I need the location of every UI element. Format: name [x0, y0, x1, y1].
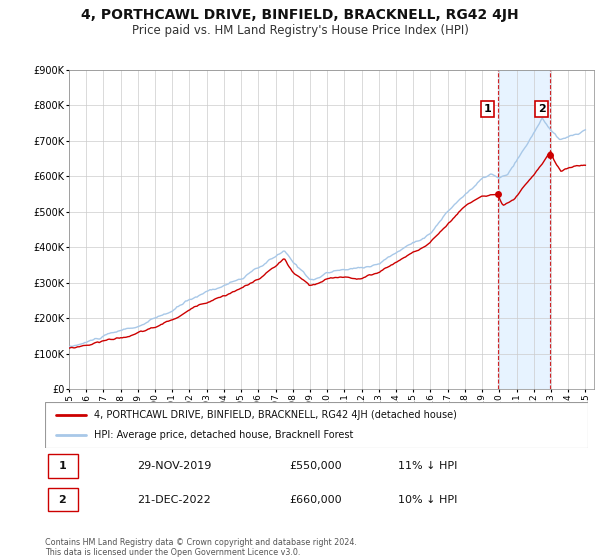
Text: 10% ↓ HPI: 10% ↓ HPI	[398, 494, 457, 505]
Bar	[498, 70, 550, 389]
Text: £550,000: £550,000	[289, 461, 342, 471]
Text: 1: 1	[484, 104, 491, 114]
Text: 1: 1	[59, 461, 66, 471]
Text: 29-NOV-2019: 29-NOV-2019	[137, 461, 212, 471]
Text: £660,000: £660,000	[289, 494, 342, 505]
Text: 2: 2	[538, 104, 546, 114]
Text: Price paid vs. HM Land Registry's House Price Index (HPI): Price paid vs. HM Land Registry's House …	[131, 24, 469, 37]
Text: 4, PORTHCAWL DRIVE, BINFIELD, BRACKNELL, RG42 4JH (detached house): 4, PORTHCAWL DRIVE, BINFIELD, BRACKNELL,…	[94, 410, 457, 420]
FancyBboxPatch shape	[48, 488, 77, 511]
Text: Contains HM Land Registry data © Crown copyright and database right 2024.
This d: Contains HM Land Registry data © Crown c…	[45, 538, 357, 557]
Text: 4, PORTHCAWL DRIVE, BINFIELD, BRACKNELL, RG42 4JH: 4, PORTHCAWL DRIVE, BINFIELD, BRACKNELL,…	[81, 8, 519, 22]
Text: 21-DEC-2022: 21-DEC-2022	[137, 494, 211, 505]
FancyBboxPatch shape	[48, 454, 77, 478]
Text: 11% ↓ HPI: 11% ↓ HPI	[398, 461, 457, 471]
Text: 2: 2	[59, 494, 66, 505]
Text: HPI: Average price, detached house, Bracknell Forest: HPI: Average price, detached house, Brac…	[94, 430, 353, 440]
